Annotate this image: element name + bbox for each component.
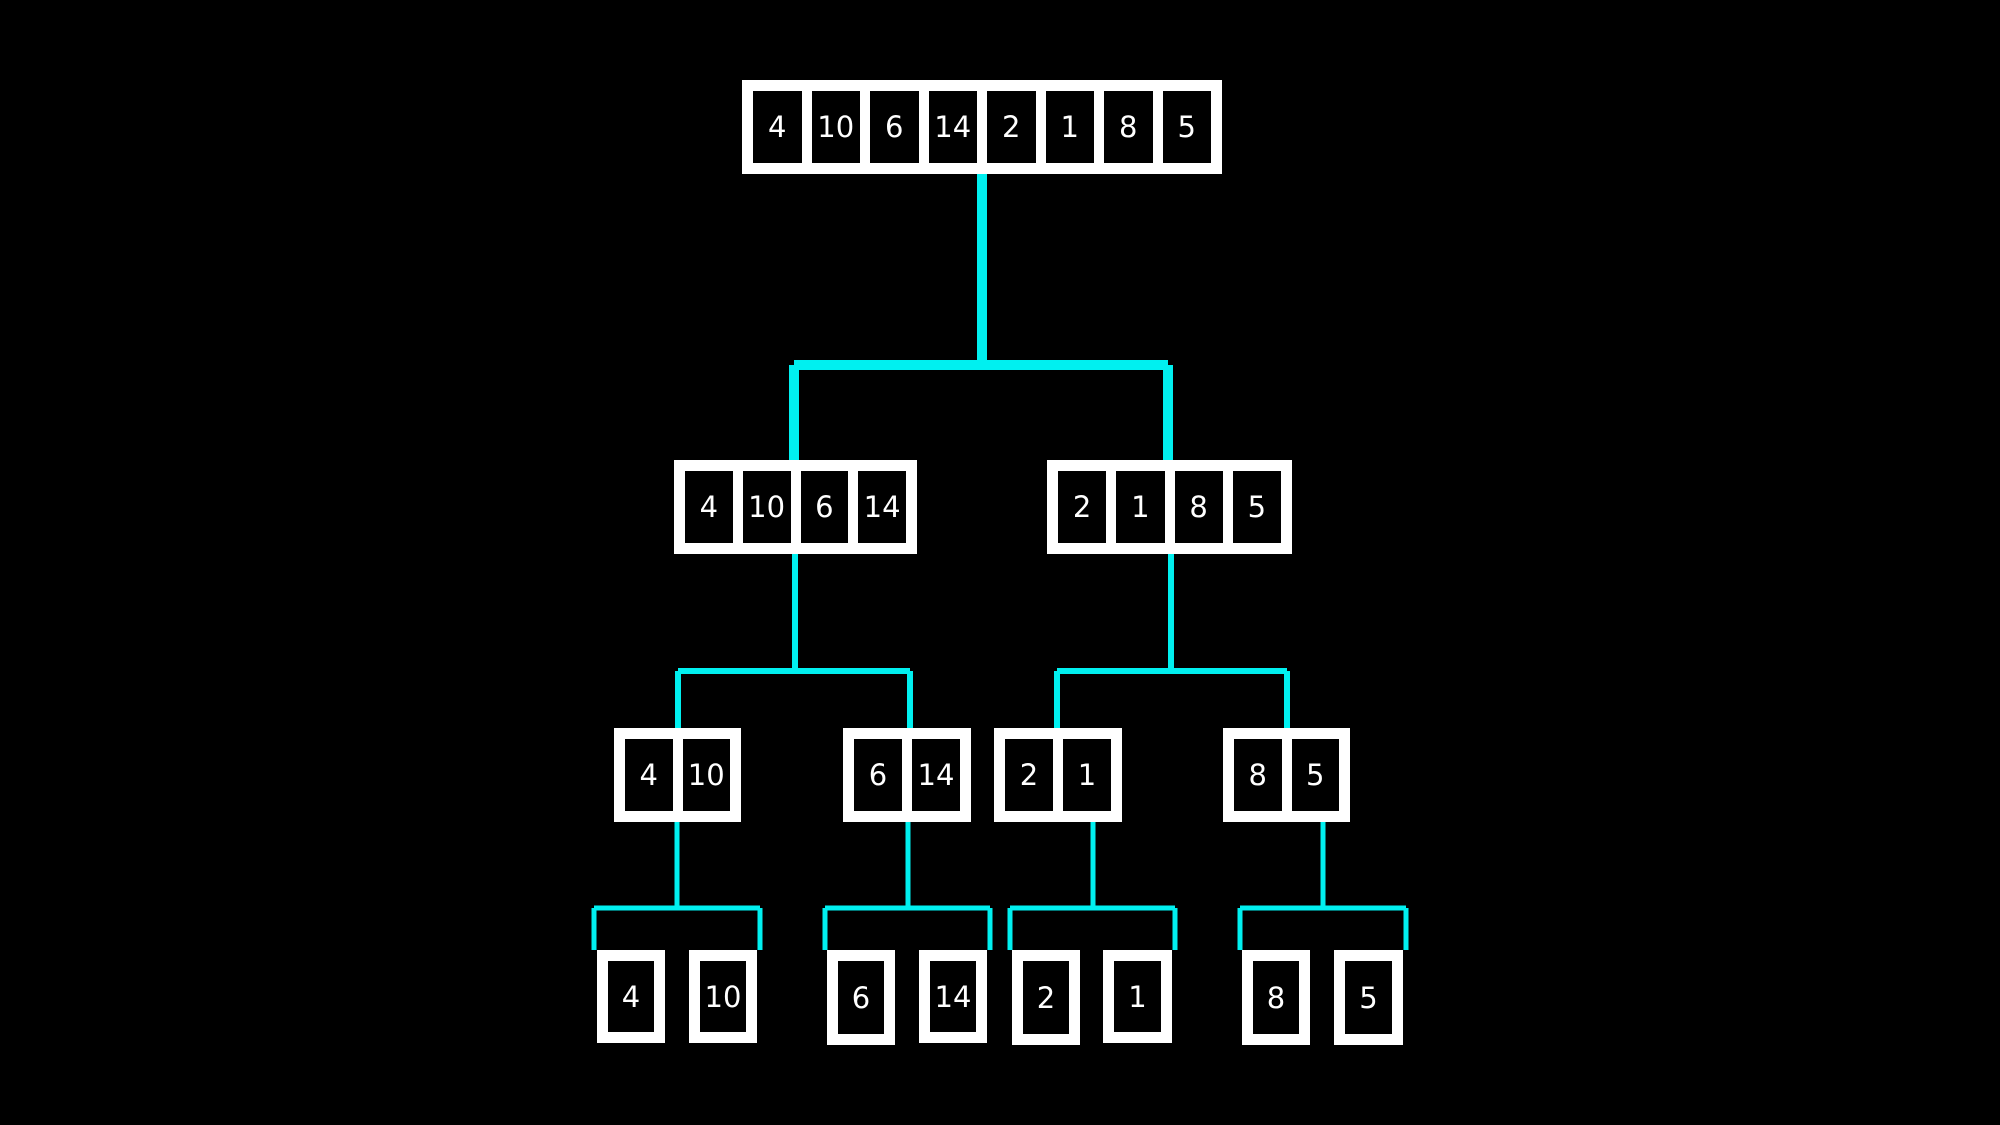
array-cell: 14 xyxy=(848,471,906,543)
connector-pair-4 xyxy=(1237,820,1409,950)
array-cell: 8 xyxy=(1094,91,1153,163)
array-cell: 14 xyxy=(902,739,960,811)
array-cell: 10 xyxy=(732,471,791,543)
leaf-element: 10 xyxy=(689,950,757,1043)
array-cell: 2 xyxy=(1005,739,1053,811)
array-cell: 5 xyxy=(1152,91,1211,163)
connector-left-half xyxy=(675,552,913,730)
array-cell: 6 xyxy=(860,91,919,163)
array-cell: 4 xyxy=(625,739,673,811)
connector-pair-2 xyxy=(822,820,993,950)
quarter-array-2: 6 14 xyxy=(843,728,971,822)
array-cell: 10 xyxy=(801,91,860,163)
array-cell: 10 xyxy=(672,739,730,811)
array-cell: 1 xyxy=(1106,471,1165,543)
leaf-element: 5 xyxy=(1334,950,1403,1045)
array-cell: 6 xyxy=(790,471,849,543)
array-cell: 8 xyxy=(1164,471,1223,543)
leaf-element: 2 xyxy=(1012,950,1080,1045)
leaf-element: 8 xyxy=(1242,950,1310,1045)
quarter-array-3: 2 1 xyxy=(994,728,1122,822)
array-cell: 1 xyxy=(1035,91,1094,163)
connector-pair-1 xyxy=(591,820,763,950)
array-cell: 8 xyxy=(1234,739,1282,811)
array-cell: 4 xyxy=(685,471,733,543)
array-cell: 14 xyxy=(918,91,977,163)
quarter-array-1: 4 10 xyxy=(614,728,741,822)
leaf-element: 6 xyxy=(827,950,895,1045)
left-half-array: 4 10 6 14 xyxy=(674,460,917,554)
array-cell: 5 xyxy=(1281,739,1339,811)
array-cell: 1 xyxy=(1053,739,1111,811)
connector-root xyxy=(789,172,1173,462)
right-half-array: 2 1 8 5 xyxy=(1047,460,1292,554)
leaf-element: 4 xyxy=(597,950,665,1043)
connector-pair-3 xyxy=(1007,820,1178,950)
quarter-array-4: 8 5 xyxy=(1223,728,1350,822)
array-cell: 6 xyxy=(854,739,902,811)
array-cell: 2 xyxy=(977,91,1036,163)
leaf-element: 14 xyxy=(919,950,987,1043)
root-array: 4 10 6 14 2 1 8 5 xyxy=(742,80,1222,174)
array-cell: 2 xyxy=(1058,471,1107,543)
array-cell: 4 xyxy=(753,91,802,163)
array-cell: 5 xyxy=(1222,471,1281,543)
connector-right-half xyxy=(1054,552,1290,730)
leaf-element: 1 xyxy=(1103,950,1172,1043)
